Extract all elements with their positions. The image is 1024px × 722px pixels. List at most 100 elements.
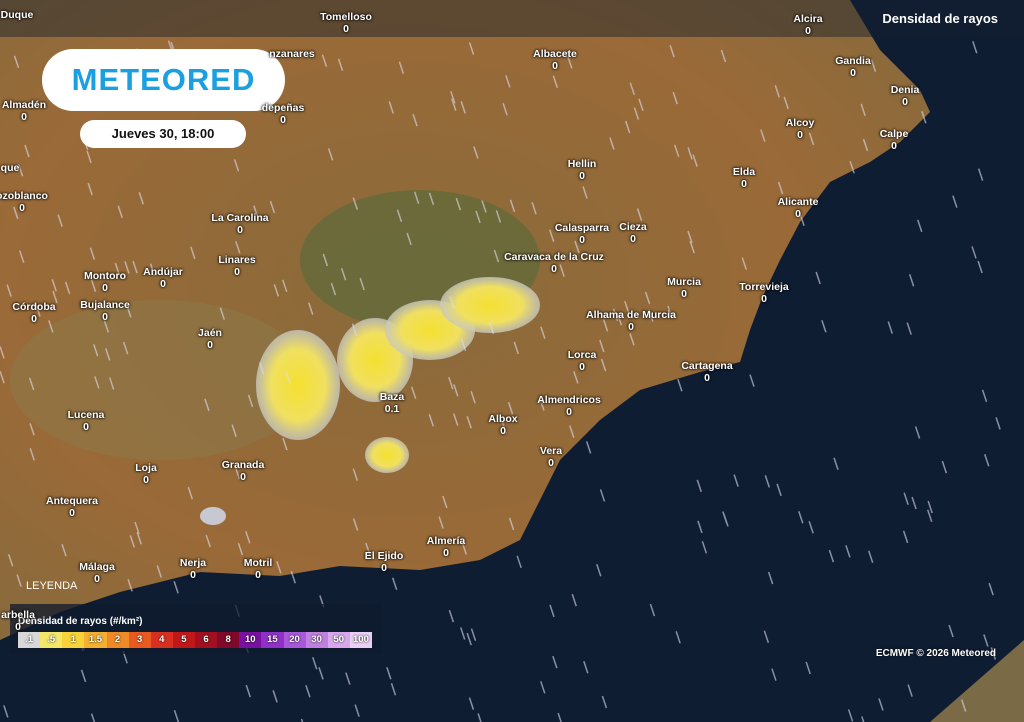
wind-streak <box>6 284 12 297</box>
wind-streak <box>805 661 811 675</box>
wind-streak <box>233 159 240 172</box>
wind-streak <box>468 697 475 710</box>
wind-streak <box>552 75 559 89</box>
city-value: 0 <box>902 96 908 108</box>
city-value: 0 <box>31 313 37 325</box>
wind-streak <box>596 564 602 577</box>
wind-streak <box>557 712 562 722</box>
wind-streak <box>616 312 623 326</box>
legend-step: 15 <box>261 632 284 648</box>
legend-step: 6 <box>195 632 218 648</box>
wind-streak <box>488 321 495 335</box>
wind-streak <box>629 82 635 96</box>
wind-streak <box>428 192 435 206</box>
wind-streak <box>612 308 619 322</box>
wind-streak <box>388 101 394 114</box>
city-value: 0 <box>207 339 213 351</box>
city-value: 0 <box>552 60 558 72</box>
wind-streak <box>720 49 727 63</box>
wind-streak <box>253 205 259 218</box>
wind-streak <box>733 474 739 487</box>
wind-streak <box>911 496 917 510</box>
city-name: Loja <box>135 462 157 474</box>
wind-streak <box>977 168 984 181</box>
city-value: 0 <box>21 111 27 123</box>
wind-streak <box>667 305 673 319</box>
wind-streak <box>861 716 865 722</box>
wind-streak <box>466 632 472 646</box>
wind-streak <box>952 195 958 208</box>
wind-streak <box>61 544 67 557</box>
wind-streak <box>868 550 874 563</box>
wind-streak <box>771 668 777 681</box>
city-value: 0 <box>579 170 585 182</box>
wind-streak <box>673 144 680 158</box>
wind-streak <box>406 232 412 246</box>
wind-streak <box>516 555 522 569</box>
wind-streak <box>134 521 140 535</box>
city-value: 0 <box>548 457 554 469</box>
wind-streak <box>86 150 92 164</box>
layer-title[interactable]: Densidad de rayos <box>882 11 998 26</box>
city-name: Cartagena <box>681 360 733 372</box>
logo[interactable]: METEORED <box>42 49 285 111</box>
city-value: 0 <box>795 208 801 220</box>
wind-streak <box>960 699 967 712</box>
wind-streak <box>352 468 359 481</box>
wind-streak <box>574 240 580 254</box>
legend-title: Densidad de rayos (#/km²) <box>18 616 143 627</box>
city-name: Murcia <box>667 276 701 288</box>
wind-streak <box>80 669 87 683</box>
city-name: arbella <box>1 609 35 621</box>
wind-streak <box>878 698 884 711</box>
wind-streak <box>448 376 454 390</box>
legend-step: 1.5 <box>84 632 107 648</box>
city-value: 0 <box>94 573 100 585</box>
wind-streak <box>359 277 365 291</box>
wind-streak <box>981 389 988 403</box>
wind-streak <box>774 85 780 98</box>
city-name: Tomelloso <box>320 11 372 23</box>
wind-streak <box>173 709 180 722</box>
wind-streak <box>582 186 588 199</box>
city-name: Lorca <box>567 349 597 361</box>
wind-streak <box>984 454 990 467</box>
wind-streak <box>799 213 805 226</box>
wind-streak <box>600 358 607 372</box>
wind-streak <box>914 426 921 439</box>
wind-streak <box>90 279 97 293</box>
city-name: Alcira <box>793 13 823 25</box>
wind-streak <box>29 448 35 461</box>
wind-streak <box>57 214 63 227</box>
legend-heading[interactable]: LEYENDA <box>26 580 78 592</box>
wind-streak <box>460 338 467 351</box>
wind-streak <box>599 489 606 502</box>
wind-streak <box>815 271 821 285</box>
date-pill[interactable]: Jueves 30, 18:00 <box>80 120 246 148</box>
wind-streak <box>644 291 651 305</box>
wind-streak <box>231 424 237 437</box>
city-value: 0 <box>381 562 387 574</box>
wind-streak <box>52 290 58 304</box>
wind-streak <box>599 339 605 353</box>
wind-streak <box>887 321 893 334</box>
city-value: 0 <box>190 569 196 581</box>
wind-streak <box>906 322 912 335</box>
wind-streak <box>19 250 25 263</box>
wind-streak <box>741 257 747 270</box>
city-value: 0 <box>797 129 803 141</box>
wind-streak <box>3 705 9 718</box>
wind-streak <box>495 210 502 223</box>
city-value: 0 <box>83 421 89 433</box>
wind-streak <box>0 371 5 384</box>
city-name: Almendricos <box>537 394 601 406</box>
city-name: depeñas <box>261 102 305 114</box>
wind-streak <box>508 517 515 531</box>
wind-streak <box>531 202 537 215</box>
wind-streak <box>636 208 643 221</box>
wind-streak <box>687 147 693 160</box>
wind-streak <box>722 511 728 524</box>
city-name: Motril <box>243 557 273 569</box>
wind-streak <box>764 475 771 488</box>
wind-streak <box>149 263 156 277</box>
